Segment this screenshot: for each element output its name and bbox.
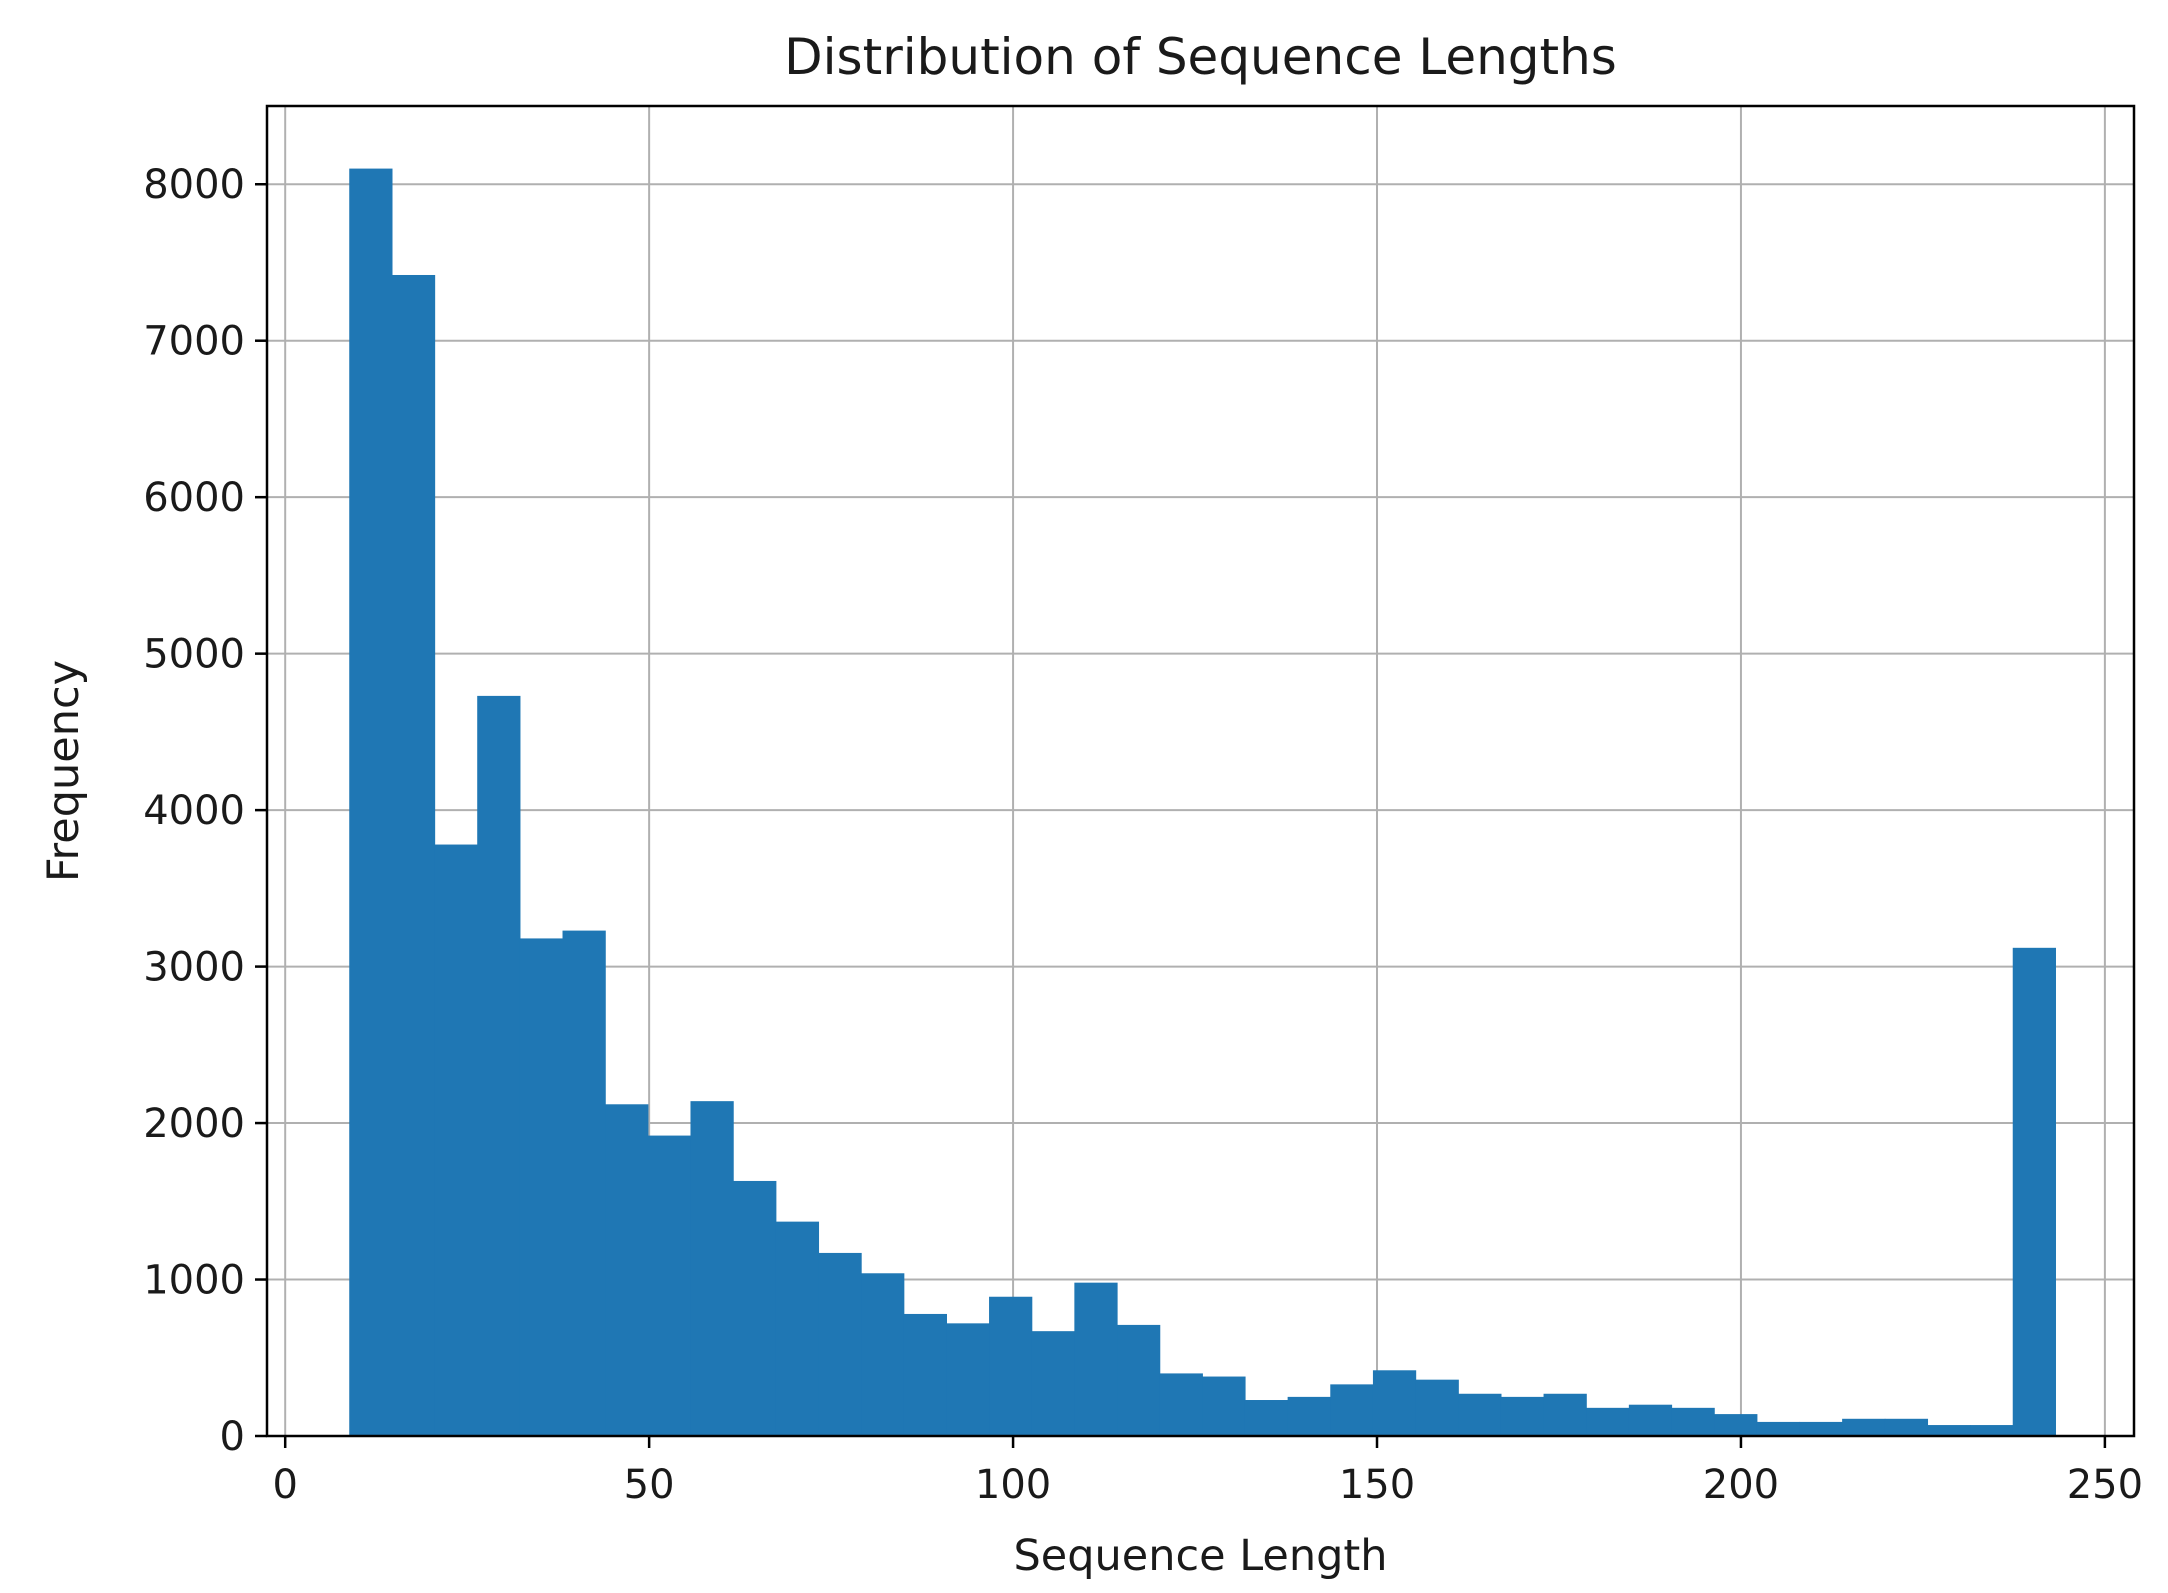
histogram-bar xyxy=(1287,1396,1331,1436)
x-tick-label: 150 xyxy=(1339,1462,1415,1508)
histogram-bar xyxy=(562,930,606,1436)
x-axis-label: Sequence Length xyxy=(1013,1531,1387,1581)
histogram-bar xyxy=(1799,1421,1843,1436)
histogram-bar xyxy=(1884,1418,1929,1436)
histogram-bar xyxy=(434,844,478,1436)
histogram-bar xyxy=(1842,1418,1886,1436)
histogram-bar xyxy=(1244,1400,1289,1436)
y-tick-label: 3000 xyxy=(143,945,245,991)
y-tick-label: 1000 xyxy=(143,1258,245,1304)
x-tick-label: 0 xyxy=(272,1462,297,1508)
chart-title: Distribution of Sequence Lengths xyxy=(784,28,1617,86)
y-tick-label: 4000 xyxy=(143,788,245,834)
y-tick-label: 7000 xyxy=(143,319,245,365)
y-tick-label: 0 xyxy=(220,1414,245,1460)
histogram-bar xyxy=(477,695,521,1436)
histogram-bar xyxy=(1117,1324,1161,1436)
histogram-bar xyxy=(946,1323,990,1436)
x-tick-label: 50 xyxy=(624,1462,675,1508)
histogram-bar xyxy=(1372,1370,1417,1436)
histogram-bars xyxy=(349,168,2056,1436)
histogram-bar xyxy=(861,1273,905,1436)
histogram-bar xyxy=(1927,1425,1971,1436)
histogram-bar xyxy=(1330,1384,1374,1436)
histogram-bar xyxy=(349,168,393,1436)
grid-lines xyxy=(267,106,2134,1437)
histogram-bar xyxy=(1714,1414,1758,1436)
histogram-bar xyxy=(989,1296,1033,1436)
y-axis-label: Frequency xyxy=(39,660,89,882)
histogram-bar xyxy=(1074,1282,1118,1436)
x-tick-label: 200 xyxy=(1703,1462,1779,1508)
histogram-bar xyxy=(690,1101,734,1436)
histogram-bar xyxy=(775,1221,820,1436)
histogram-bar xyxy=(1756,1421,1801,1436)
histogram-bar xyxy=(1543,1393,1587,1436)
y-tick-label: 8000 xyxy=(143,162,245,208)
histogram-bar xyxy=(1970,1425,2014,1436)
x-tick-label: 100 xyxy=(975,1462,1051,1508)
axis-ticks: 0 50 100 150 200 250 0 1000 2000 3000 4000 5000 6000… xyxy=(143,162,2143,1508)
plot-frame xyxy=(265,104,2136,1438)
histogram-bar xyxy=(2012,947,2056,1436)
histogram-bar xyxy=(1671,1407,1715,1436)
histogram-bar xyxy=(647,1135,692,1436)
y-tick-label: 5000 xyxy=(143,632,245,678)
histogram-bar xyxy=(1202,1376,1246,1436)
histogram-bar xyxy=(903,1313,947,1436)
x-tick-label: 250 xyxy=(2067,1462,2143,1508)
histogram-bar xyxy=(1500,1396,1545,1436)
histogram-bar xyxy=(391,274,436,1436)
histogram-bar xyxy=(605,1104,649,1436)
histogram-bar xyxy=(1628,1404,1673,1436)
histogram-bar xyxy=(519,938,564,1436)
y-tick-label: 2000 xyxy=(143,1101,245,1147)
histogram-bar xyxy=(818,1252,862,1436)
histogram-bar xyxy=(1031,1331,1075,1436)
histogram-bar xyxy=(1586,1407,1630,1436)
histogram-bar xyxy=(733,1180,777,1436)
histogram-bar xyxy=(1415,1379,1459,1436)
histogram-bar xyxy=(1458,1393,1502,1436)
histogram-bar xyxy=(1159,1373,1203,1436)
y-tick-label: 6000 xyxy=(143,475,245,521)
